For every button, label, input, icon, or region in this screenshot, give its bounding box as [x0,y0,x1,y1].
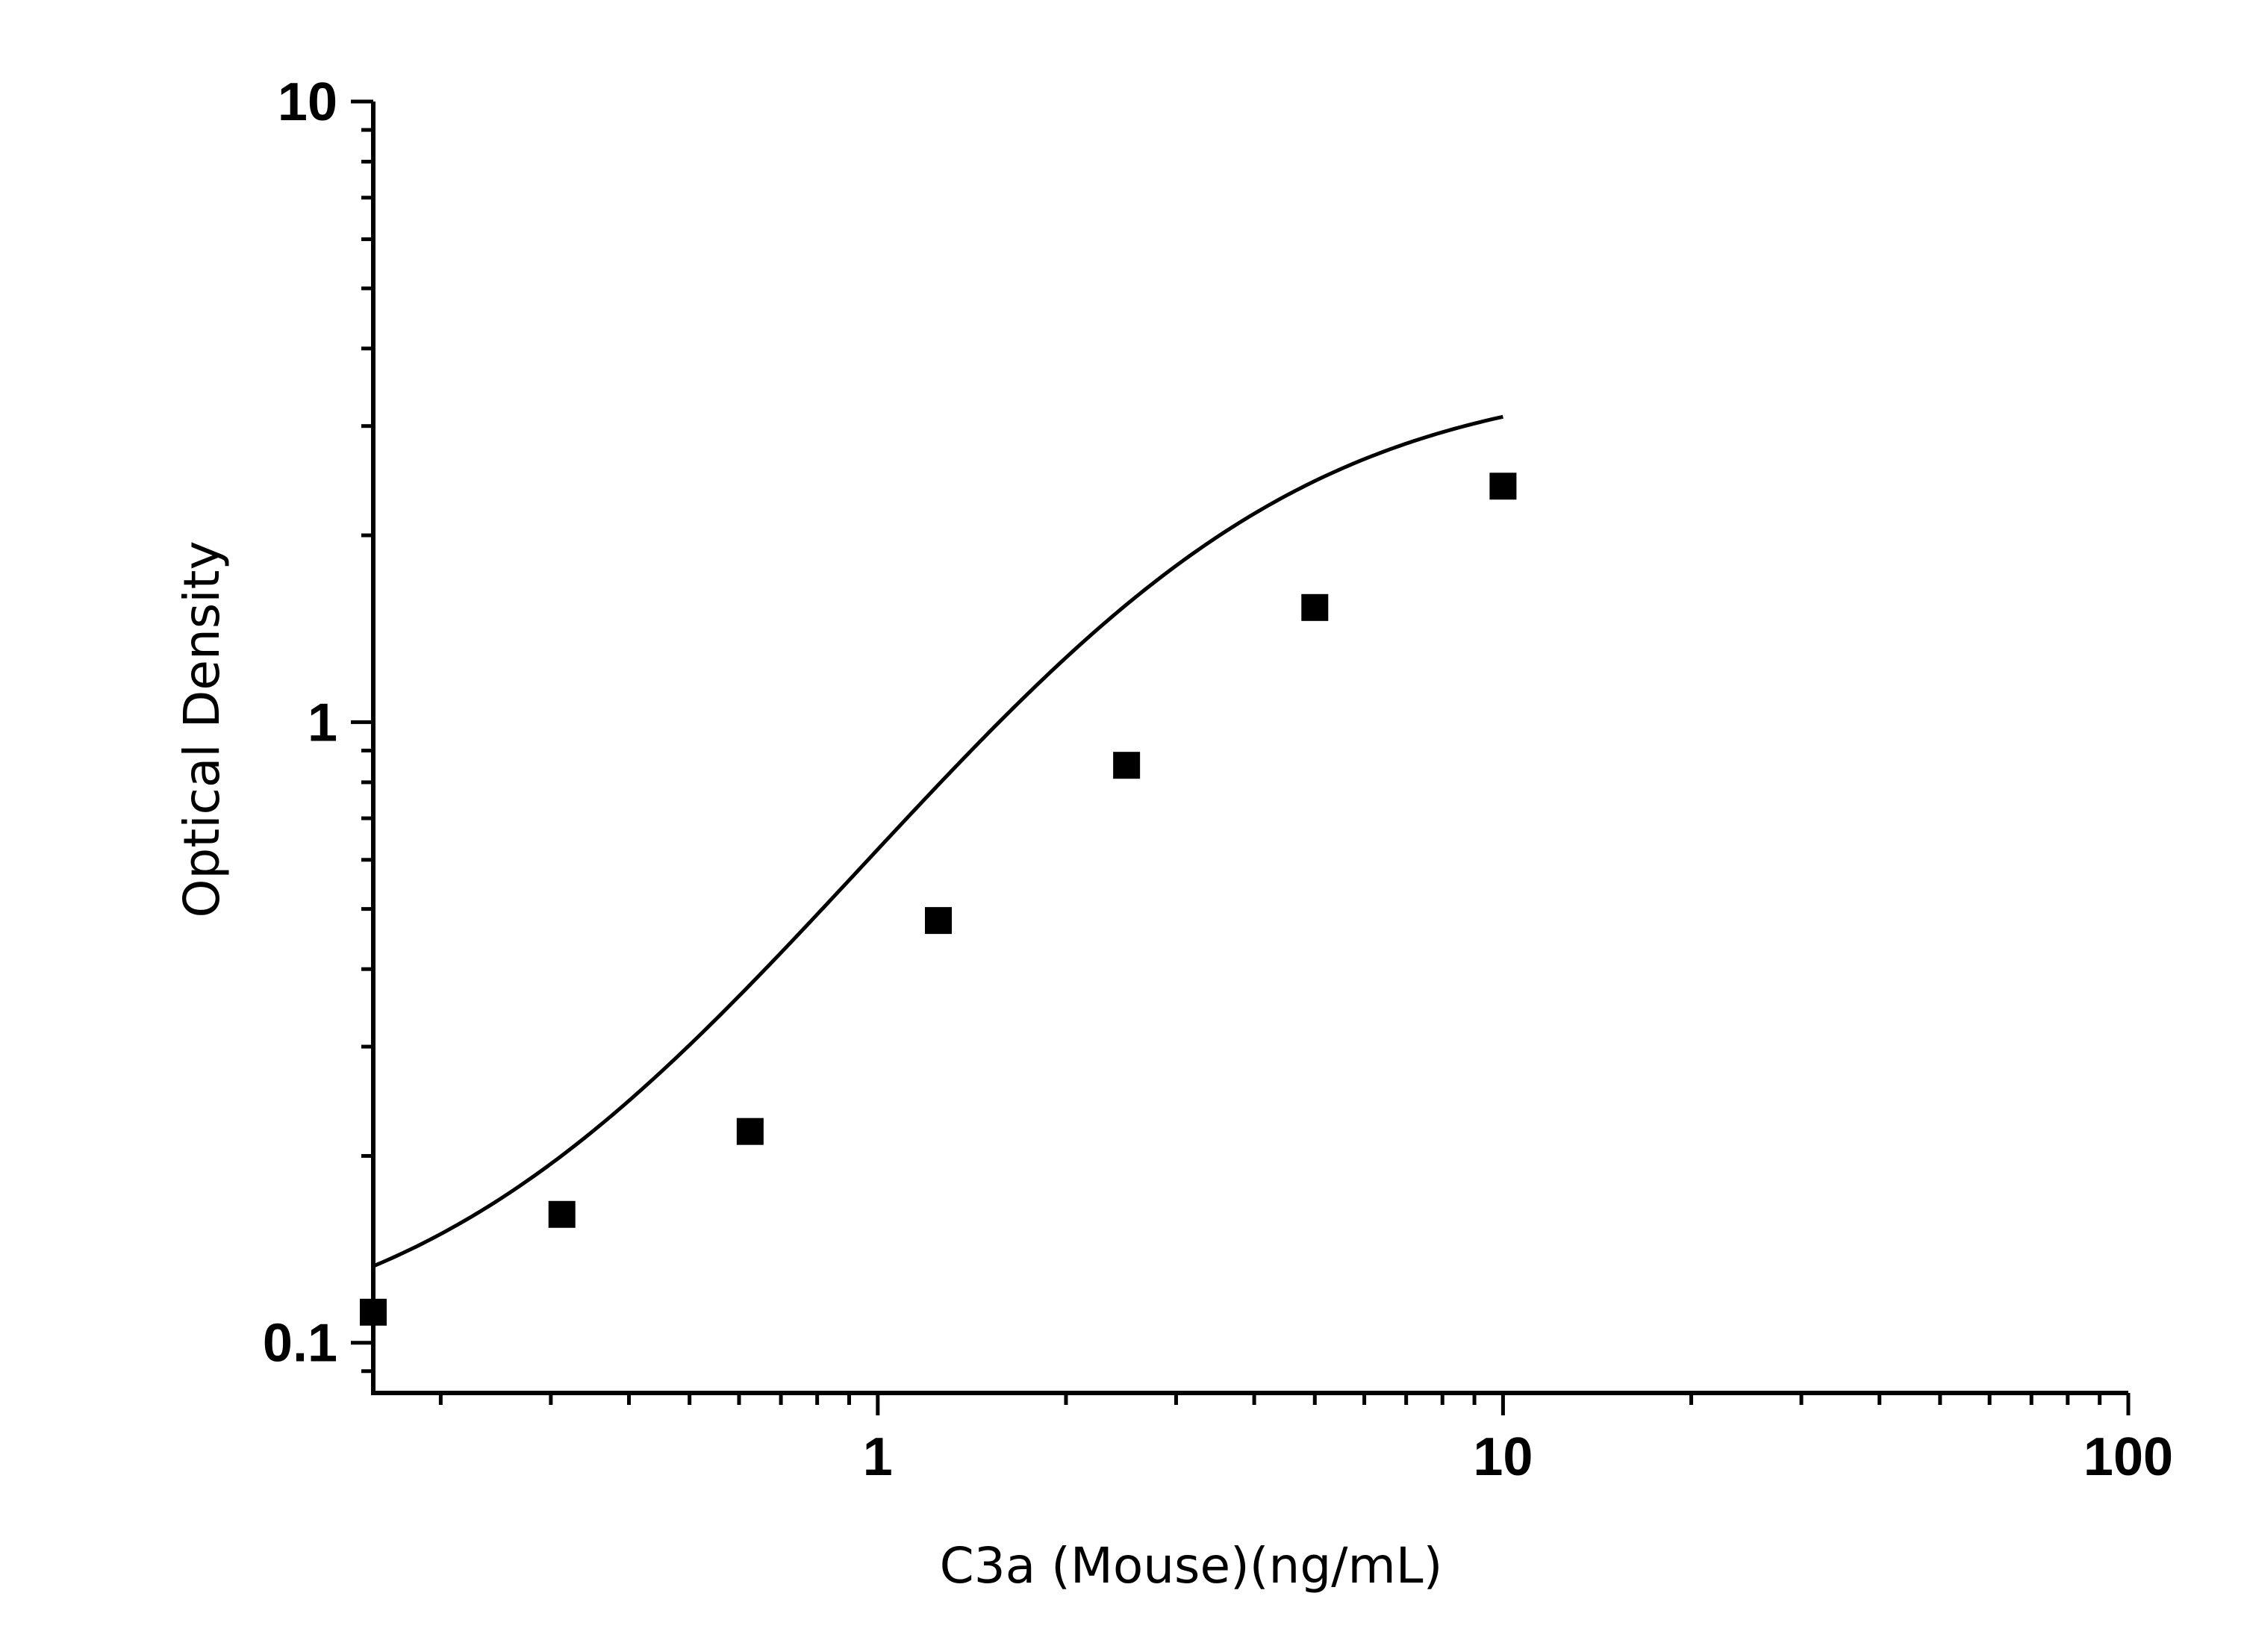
x-tick-label: 10 [1473,1427,1533,1487]
data-point [1489,473,1517,500]
y-tick-label: 10 [278,72,337,132]
x-axis-title: C3a (Mouse)(ng/mL) [940,1537,1443,1595]
data-point [924,907,952,935]
axis-ticks [351,99,2131,1415]
data-point [736,1118,764,1145]
data-points [360,473,1517,1326]
x-tick-label: 1 [863,1427,893,1487]
data-point [1113,752,1141,779]
y-tick-label: 0.1 [263,1314,337,1374]
data-point [1301,593,1329,621]
y-tick-label: 1 [308,693,337,752]
y-axis-title: Optical Density [173,540,231,917]
x-tick-label: 100 [2084,1427,2173,1487]
data-point [548,1200,576,1228]
fit-curve [373,414,1503,1268]
tick-labels: 0.1 1 10 1 10 100 [263,72,2173,1487]
